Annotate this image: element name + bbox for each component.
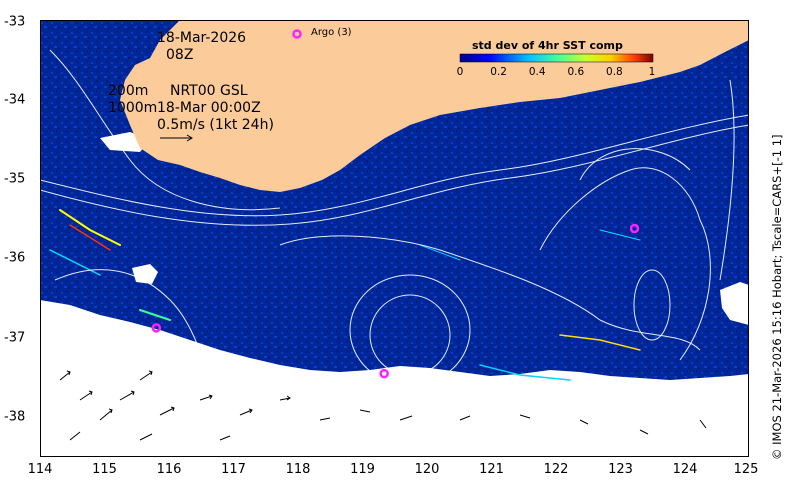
argo-legend-label: Argo (3): [311, 27, 352, 38]
credit-line: © IMOS 21-Mar-2026 15:16 Hobart; Tscale=…: [770, 134, 784, 460]
high-variance-streaks: [49, 209, 641, 381]
product-label: NRT00 GSL: [170, 83, 248, 99]
cloud-region-southwest: [40, 300, 749, 457]
x-tick-label: 117: [221, 462, 246, 477]
y-tick-label: -36: [4, 250, 26, 266]
sst-map: [40, 20, 749, 457]
x-tick-label: 120: [414, 462, 440, 477]
x-tick-label: 116: [156, 462, 182, 477]
x-tick-label: 124: [672, 462, 698, 477]
y-tick-label: -35: [4, 171, 26, 187]
y-tick-label: -34: [4, 92, 26, 108]
map-time: 08Z: [166, 47, 194, 63]
product-time: 18-Mar 00:00Z: [157, 100, 261, 116]
depth-deep-label: 1000m: [108, 100, 158, 116]
argo-floats: [151, 29, 640, 379]
y-tick-label: -38: [4, 409, 26, 425]
x-tick-label: 122: [543, 462, 569, 477]
map-frame: [40, 20, 749, 457]
colorbar-tick: 0.8: [606, 66, 623, 78]
colorbar-title: std dev of 4hr SST comp: [472, 39, 623, 52]
cloud-region-right: [720, 282, 749, 325]
colorbar: [459, 53, 654, 63]
x-tick-label: 115: [92, 462, 117, 477]
cloud-patch-west: [132, 264, 158, 284]
x-tick-label: 114: [27, 462, 53, 477]
colorbar-tick: 1: [648, 66, 656, 78]
x-tick-label: 119: [350, 462, 375, 477]
x-tick-label: 125: [733, 462, 759, 477]
x-tick-label: 121: [479, 462, 504, 477]
colorbar-tick: 0: [456, 66, 464, 78]
map-date: 18-Mar-2026: [157, 30, 247, 46]
contours: [40, 49, 749, 431]
colorbar-tick: 0.4: [528, 66, 546, 78]
argo-float: [629, 223, 640, 234]
colorbar-tick: 0.6: [567, 66, 585, 78]
current-vectors: [59, 134, 707, 441]
x-tick-label: 118: [285, 462, 311, 477]
vector-scale-label: 0.5m/s (1kt 24h): [157, 117, 274, 133]
x-tick-label: 123: [608, 462, 633, 477]
argo-float: [379, 368, 389, 379]
y-tick-label: -33: [4, 14, 26, 30]
land-mass: [120, 20, 749, 192]
argo-legend-marker: [292, 29, 302, 39]
argo-float: [151, 323, 162, 333]
y-tick-label: -37: [4, 330, 26, 346]
colorbar-tick: 0.2: [490, 66, 507, 78]
depth-shallow-label: 200m: [108, 83, 149, 99]
